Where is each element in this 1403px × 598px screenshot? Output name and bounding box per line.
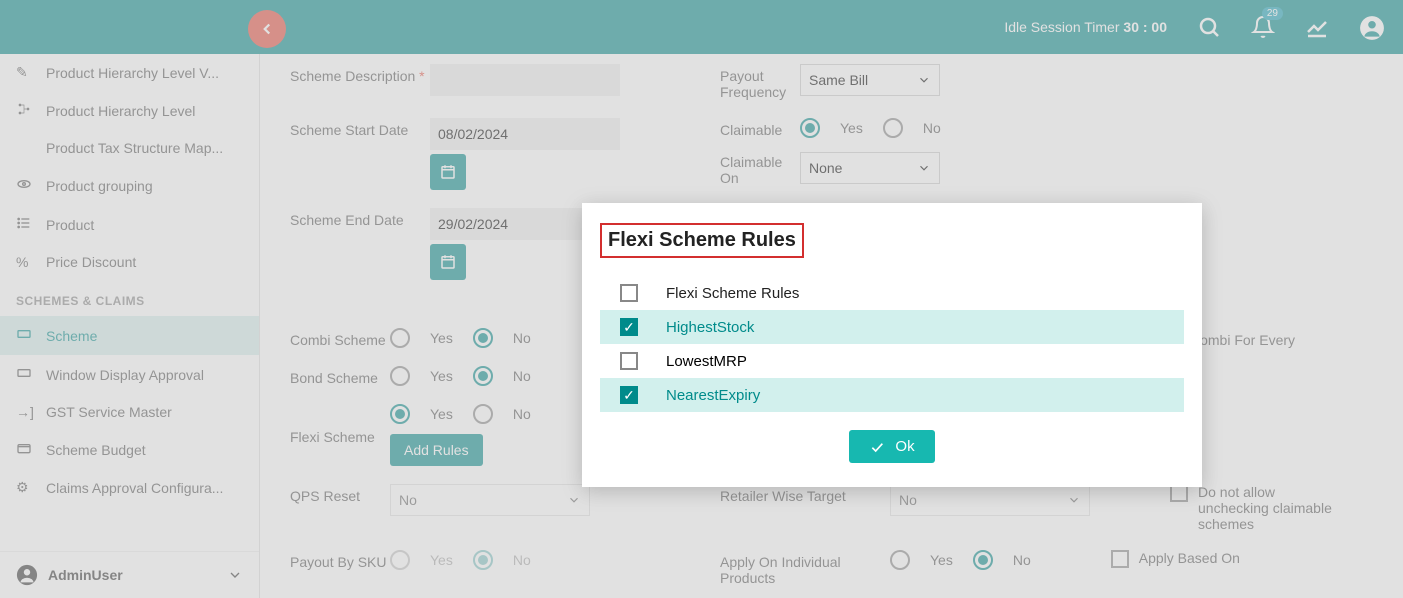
rule-checkbox[interactable]: ✓ xyxy=(620,318,638,336)
rule-row[interactable]: ✓ NearestExpiry xyxy=(600,378,1184,412)
flexi-scheme-rules-modal: Flexi Scheme Rules Flexi Scheme Rules ✓ … xyxy=(582,203,1202,487)
check-icon xyxy=(869,439,885,455)
modal-title: Flexi Scheme Rules xyxy=(602,225,802,256)
rule-label: HighestStock xyxy=(666,319,754,336)
rule-header-label: Flexi Scheme Rules xyxy=(666,285,799,302)
rule-label: NearestExpiry xyxy=(666,387,760,404)
rule-label: LowestMRP xyxy=(666,353,747,370)
rule-checkbox[interactable]: ✓ xyxy=(620,386,638,404)
ok-button[interactable]: Ok xyxy=(849,430,934,463)
rule-header-row: Flexi Scheme Rules xyxy=(600,276,1184,310)
ok-label: Ok xyxy=(895,438,914,455)
select-all-checkbox[interactable] xyxy=(620,284,638,302)
rule-row[interactable]: LowestMRP xyxy=(600,344,1184,378)
modal-title-highlight: Flexi Scheme Rules xyxy=(600,223,804,258)
rule-checkbox[interactable] xyxy=(620,352,638,370)
rule-row[interactable]: ✓ HighestStock xyxy=(600,310,1184,344)
